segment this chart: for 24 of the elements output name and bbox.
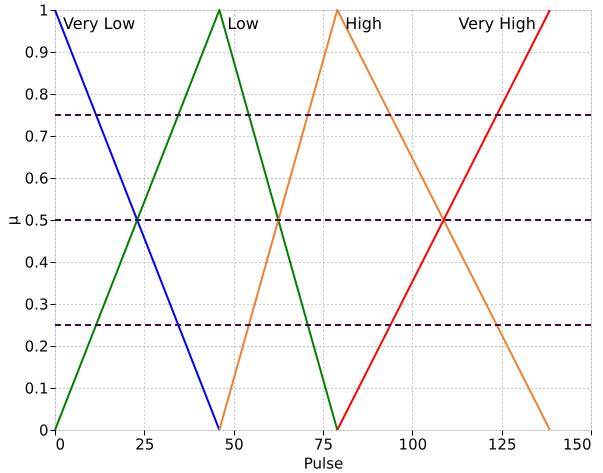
x-axis-title: Pulse bbox=[304, 454, 344, 472]
y-tick-label: 0 bbox=[38, 422, 48, 440]
y-tick-label: 1 bbox=[38, 2, 48, 20]
x-tick-label: 75 bbox=[314, 436, 334, 454]
x-tick-label: 100 bbox=[398, 436, 428, 454]
x-tick-label: 50 bbox=[224, 436, 244, 454]
series-label: Low bbox=[227, 14, 259, 33]
y-tick-label: 0.6 bbox=[24, 170, 48, 188]
y-tick-label: 0.4 bbox=[24, 254, 48, 272]
y-tick-label: 0.3 bbox=[24, 296, 48, 314]
x-tick-label: 125 bbox=[488, 436, 516, 454]
y-tick-label: 0.9 bbox=[24, 44, 48, 62]
x-tick-label: 0 bbox=[56, 436, 66, 454]
y-tick-label: 0.7 bbox=[24, 128, 48, 146]
y-tick-label: 0.2 bbox=[24, 338, 48, 356]
y-tick-label: 0.8 bbox=[24, 86, 48, 104]
y-tick-label: 0.5 bbox=[24, 212, 48, 230]
x-tick-label: 25 bbox=[135, 436, 154, 454]
x-tick-label: 150 bbox=[562, 436, 592, 454]
y-axis-title: μ bbox=[4, 215, 22, 226]
series-label: High bbox=[345, 14, 382, 33]
series-label: Very Low bbox=[63, 14, 136, 33]
y-tick-label: 0.1 bbox=[24, 380, 48, 398]
series-label: Very High bbox=[458, 14, 536, 33]
